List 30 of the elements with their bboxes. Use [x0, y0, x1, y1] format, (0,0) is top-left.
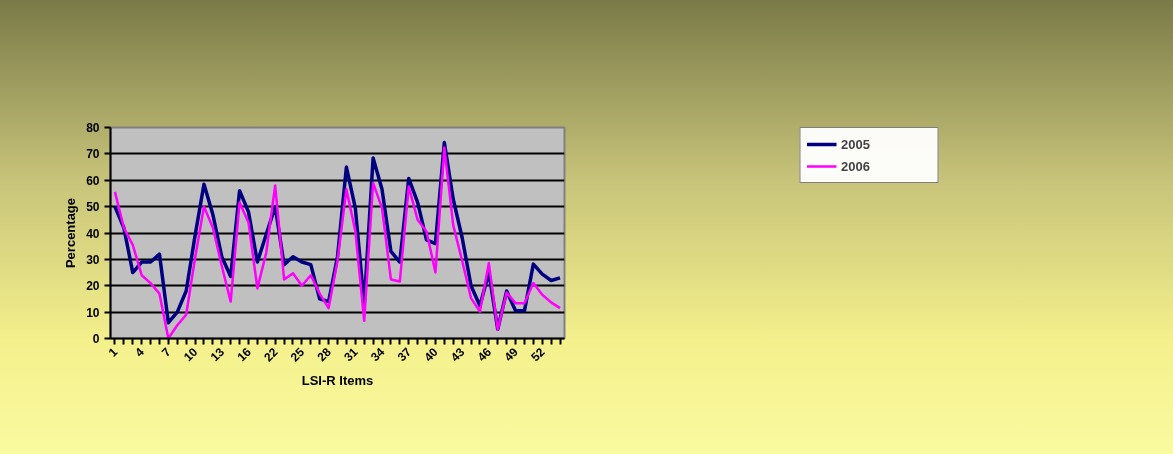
- x-axis-title: LSI-R Items: [301, 373, 374, 389]
- y-tick-label: 80: [86, 121, 100, 135]
- y-tick-label: 20: [86, 279, 100, 294]
- y-tick-label: 0: [92, 332, 100, 346]
- y-tick-label: 10: [86, 305, 100, 320]
- x-tick-label: 4: [132, 344, 148, 360]
- y-axis-title: Percentage: [63, 197, 79, 269]
- x-tick-label: 34: [367, 344, 388, 365]
- y-tick-label: 50: [86, 200, 100, 215]
- x-tick-label: 43: [448, 344, 468, 365]
- x-tick-label: 46: [474, 344, 495, 365]
- x-tick-label: 37: [394, 344, 415, 365]
- x-tick-label: 25: [287, 344, 308, 365]
- x-tick-label: 49: [501, 344, 522, 365]
- x-tick-label: 7: [159, 344, 174, 360]
- x-tick-label: 28: [314, 344, 335, 365]
- y-tick-label: 40: [86, 226, 100, 241]
- x-tick-label: 40: [421, 344, 441, 365]
- x-tick-label: 22: [261, 344, 281, 365]
- y-tick-label: 60: [86, 173, 100, 188]
- x-tick-label: 13: [207, 344, 228, 365]
- x-tick-label: 10: [181, 344, 201, 365]
- y-tick-label: 30: [86, 252, 100, 267]
- legend-label: 2005: [841, 136, 871, 152]
- x-tick-label: 16: [234, 344, 255, 365]
- x-tick-label: 1: [105, 344, 121, 360]
- legend-label: 2006: [841, 158, 871, 174]
- x-tick-label: 31: [341, 344, 361, 365]
- x-tick-label: 52: [528, 344, 548, 365]
- y-tick-label: 70: [86, 147, 100, 162]
